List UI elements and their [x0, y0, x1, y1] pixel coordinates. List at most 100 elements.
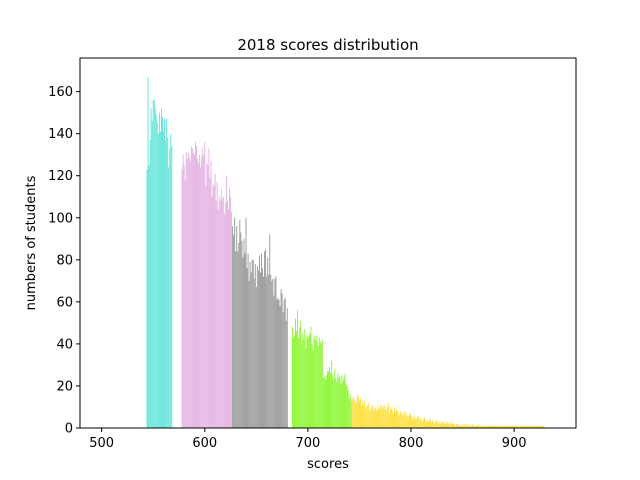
- bar-series-3-score-713: [320, 343, 322, 428]
- bar-series-3-score-709: [316, 341, 318, 428]
- bar-series-0-score-546: [148, 165, 150, 428]
- bar-series-1-score-618: [222, 196, 224, 428]
- bar-series-3-score-735: [343, 377, 345, 428]
- plot-bars: [146, 76, 545, 429]
- bar-series-4-score-859: [471, 425, 473, 428]
- bar-series-3-score-685: [291, 327, 293, 428]
- bar-series-3-score-741: [349, 394, 351, 428]
- bar-series-1-score-608: [212, 184, 214, 428]
- bar-series-1-score-612: [216, 182, 218, 428]
- bar-series-2-score-627: [232, 226, 234, 428]
- bar-series-2-score-660: [266, 276, 268, 428]
- bar-series-4-score-765: [374, 406, 376, 428]
- bar-series-4-score-837: [448, 421, 450, 428]
- bar-series-4-score-778: [387, 402, 389, 428]
- bar-series-4-score-843: [454, 425, 456, 428]
- bar-series-2-score-669: [275, 276, 277, 428]
- bar-series-4-score-745: [353, 400, 355, 428]
- bar-series-3-score-704: [311, 343, 313, 428]
- y-tick-label-80: 80: [56, 253, 73, 268]
- bar-series-4-score-845: [456, 423, 458, 428]
- bar-series-1-score-598: [202, 148, 204, 428]
- bar-series-4-score-815: [426, 421, 427, 428]
- bar-series-4-score-762: [371, 406, 373, 428]
- bar-series-4-score-782: [391, 411, 393, 428]
- bar-series-0-score-557: [159, 131, 161, 428]
- bar-series-4-score-797: [407, 417, 409, 428]
- bar-series-4-score-787: [397, 411, 399, 428]
- bar-series-2-score-637: [242, 257, 244, 428]
- bar-series-3-score-718: [325, 375, 327, 428]
- bar-series-1-score-581: [184, 179, 186, 428]
- bar-series-4-score-905: [518, 425, 520, 428]
- bar-series-4-score-800: [410, 415, 412, 428]
- bar-series-4-score-823: [434, 423, 436, 428]
- bar-series-4-score-744: [352, 396, 354, 428]
- bar-series-2-score-675: [281, 293, 283, 428]
- bar-series-0-score-564: [167, 137, 169, 428]
- bar-series-4-score-832: [443, 423, 445, 428]
- bar-series-4-score-910: [523, 425, 525, 428]
- bar-series-0-score-558: [161, 108, 162, 428]
- bar-series-4-score-857: [469, 423, 471, 428]
- bar-series-4-score-759: [368, 402, 370, 428]
- bar-series-4-score-790: [400, 411, 402, 428]
- bar-series-4-score-836: [447, 423, 449, 428]
- bar-series-3-score-723: [331, 360, 333, 428]
- bar-series-3-score-716: [323, 377, 325, 428]
- bar-series-1-score-585: [188, 156, 190, 428]
- y-tick-label-20: 20: [56, 379, 73, 394]
- bar-series-1-score-583: [186, 158, 188, 428]
- bar-series-4-score-922: [536, 425, 538, 428]
- bar-series-4-score-814: [424, 419, 426, 428]
- bar-series-4-score-795: [405, 415, 407, 428]
- bar-series-4-score-863: [475, 425, 477, 428]
- bar-series-4-score-844: [455, 423, 457, 428]
- bar-series-1-score-617: [221, 198, 223, 428]
- bar-series-2-score-670: [276, 299, 278, 428]
- bar-series-4-score-780: [389, 406, 391, 428]
- bar-series-4-score-758: [367, 404, 369, 429]
- bar-series-4-score-928: [542, 425, 544, 428]
- bar-series-4-score-916: [530, 425, 532, 428]
- bar-series-2-score-678: [284, 297, 286, 428]
- bar-series-4-score-779: [388, 413, 390, 428]
- bar-series-4-score-915: [529, 425, 531, 428]
- bar-series-4-score-853: [465, 425, 467, 428]
- x-axis-label: scores: [307, 457, 349, 472]
- bar-series-0-score-568: [171, 146, 173, 429]
- bar-series-4-score-768: [377, 404, 379, 429]
- bar-series-0-score-552: [154, 108, 156, 428]
- bar-series-2-score-636: [241, 240, 243, 428]
- bar-series-4-score-807: [417, 415, 419, 428]
- bar-series-4-score-756: [365, 409, 367, 428]
- bar-series-4-score-860: [472, 423, 474, 428]
- bar-series-2-score-667: [273, 295, 275, 428]
- bar-series-4-score-750: [358, 400, 360, 428]
- bar-series-4-score-899: [512, 425, 514, 428]
- bar-series-4-score-830: [441, 421, 443, 428]
- bar-series-1-score-593: [197, 158, 199, 428]
- bar-series-4-score-835: [446, 421, 448, 428]
- bar-series-3-score-732: [340, 383, 342, 428]
- bar-series-4-score-883: [496, 425, 498, 428]
- x-tick-label-600: 600: [192, 436, 217, 451]
- bar-series-4-score-792: [402, 415, 404, 428]
- bar-series-1-score-610: [214, 173, 216, 429]
- bar-series-3-score-711: [318, 337, 320, 428]
- bar-series-3-score-690: [297, 310, 299, 428]
- y-tick-label-140: 140: [48, 127, 73, 142]
- bar-series-0-score-550: [152, 100, 154, 429]
- bar-series-4-score-877: [489, 425, 491, 428]
- bar-series-4-score-798: [408, 415, 410, 428]
- bar-series-2-score-677: [283, 299, 285, 428]
- bar-series-4-score-855: [467, 425, 469, 428]
- bar-series-3-score-729: [337, 373, 339, 428]
- bar-series-4-score-773: [382, 406, 384, 428]
- bar-series-3-score-702: [309, 333, 311, 428]
- bar-series-4-score-849: [461, 425, 462, 428]
- x-tick-label-500: 500: [89, 436, 114, 451]
- bar-series-4-score-839: [450, 423, 452, 428]
- bar-series-1-score-606: [210, 161, 212, 428]
